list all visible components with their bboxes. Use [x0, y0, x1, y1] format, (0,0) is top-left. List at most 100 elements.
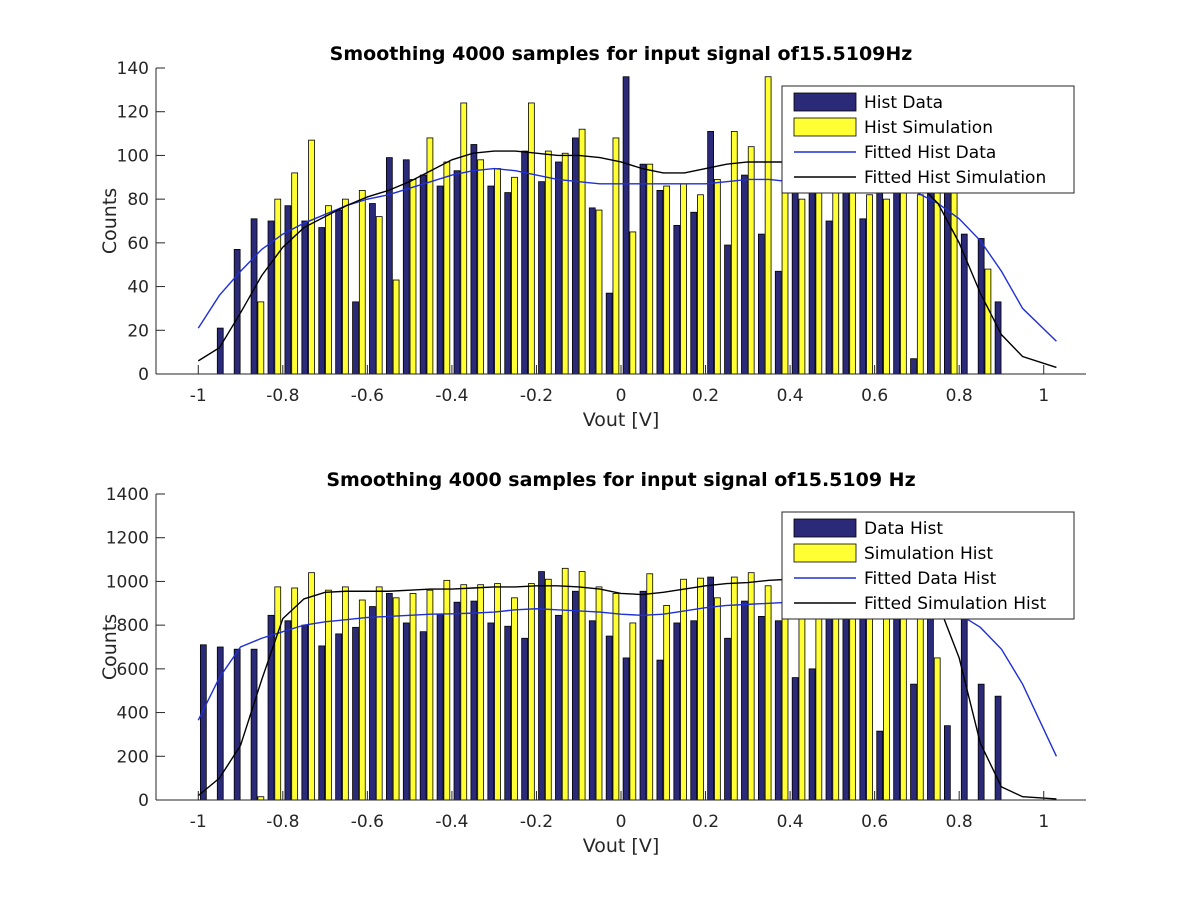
bar: [561, 567, 569, 801]
bar: [764, 76, 772, 375]
bar: [274, 198, 282, 375]
y-tick-label: 80: [127, 190, 149, 210]
bar: [663, 605, 671, 801]
bar: [900, 593, 907, 801]
bar: [511, 176, 518, 375]
bar: [521, 150, 528, 375]
bar: [470, 600, 478, 801]
x-tick-label: -0.6: [351, 812, 384, 832]
legend-swatch: [793, 518, 857, 538]
bar: [605, 292, 613, 375]
bar: [984, 268, 992, 375]
bar: [977, 238, 985, 375]
y-tick-label: 60: [127, 234, 149, 254]
bar: [494, 583, 501, 801]
bar: [707, 576, 714, 801]
bar: [656, 659, 664, 801]
legend-label: Data Hist: [864, 519, 943, 539]
x-tick-label: 0.4: [777, 812, 804, 832]
bar: [504, 625, 512, 801]
chart-title: Smoothing 4000 samples for input signal …: [326, 469, 915, 491]
bar: [680, 183, 687, 375]
bar: [538, 181, 545, 375]
bar: [646, 573, 654, 801]
bar: [291, 587, 299, 801]
bar: [747, 572, 755, 801]
bar: [730, 130, 738, 375]
bar: [578, 571, 586, 801]
bar: [571, 590, 579, 801]
bar: [774, 620, 782, 801]
bar: [798, 596, 806, 801]
bar: [916, 194, 924, 375]
bar: [622, 76, 630, 375]
y-tick-label: 800: [117, 616, 149, 636]
bar: [832, 183, 840, 375]
bar: [842, 185, 850, 375]
x-tick-label: -0.2: [520, 386, 553, 406]
bar: [808, 668, 816, 801]
y-tick-label: 1400: [106, 485, 149, 505]
x-tick-label: -0.4: [435, 812, 468, 832]
y-tick-label: 1000: [106, 572, 149, 592]
bar: [741, 600, 748, 801]
bar: [250, 648, 258, 801]
bar: [933, 657, 941, 801]
bar: [325, 205, 332, 375]
legend: Hist Data Hist Simulation Fitted Hist Data…: [781, 85, 1075, 194]
legend-label: Fitted Data Hist: [864, 569, 997, 589]
legend-label: Simulation Hist: [864, 544, 993, 564]
legend-label: Hist Simulation: [864, 118, 993, 138]
bar: [639, 590, 647, 801]
bar: [487, 622, 495, 801]
x-tick-label: 0: [616, 812, 627, 832]
bar: [453, 601, 461, 801]
bar: [859, 218, 867, 375]
bar: [943, 725, 951, 801]
bar: [605, 635, 613, 801]
bar: [511, 597, 518, 801]
bar: [622, 657, 630, 801]
bar: [342, 198, 349, 375]
bar: [544, 578, 552, 801]
bar: [994, 301, 1002, 375]
bar: [977, 683, 985, 801]
bar: [528, 102, 535, 375]
x-tick-label: 0: [616, 386, 627, 406]
bar: [724, 637, 731, 801]
bar: [588, 620, 596, 801]
legend-label: Hist Data: [864, 93, 943, 113]
bar: [544, 150, 552, 375]
bar: [402, 159, 410, 375]
legend: Data Hist Simulation Hist Fitted Data Hist…: [781, 511, 1075, 620]
bar: [555, 161, 562, 375]
bar: [257, 301, 265, 375]
chart-panel-2: -1 -0.8 -0.6 -0.4 -0.2 0 0.2 0.4 0.6 0.8 1 0 200 400 6…: [99, 469, 1086, 857]
bar: [960, 605, 968, 801]
bar: [487, 185, 495, 375]
bar: [274, 586, 282, 801]
bar: [561, 152, 569, 375]
bar: [883, 198, 890, 375]
x-axis-label: Vout [V]: [583, 409, 660, 431]
bar: [392, 279, 400, 375]
bar: [910, 683, 917, 801]
bar: [477, 159, 485, 375]
x-tick-label: -0.8: [266, 812, 299, 832]
y-tick-label: 200: [117, 747, 149, 767]
bar: [825, 220, 833, 375]
bar: [798, 198, 806, 375]
bar: [747, 146, 755, 375]
x-tick-label: -0.4: [435, 386, 468, 406]
bar: [335, 633, 342, 801]
bar: [521, 637, 528, 801]
x-tick-label: 0.4: [777, 386, 804, 406]
bar: [757, 233, 765, 375]
bar: [477, 584, 485, 801]
bar-series-1: [199, 513, 1002, 801]
bar: [774, 270, 782, 375]
bar: [301, 220, 309, 375]
bar: [639, 163, 647, 375]
bar: [352, 301, 359, 375]
bar: [950, 189, 958, 375]
